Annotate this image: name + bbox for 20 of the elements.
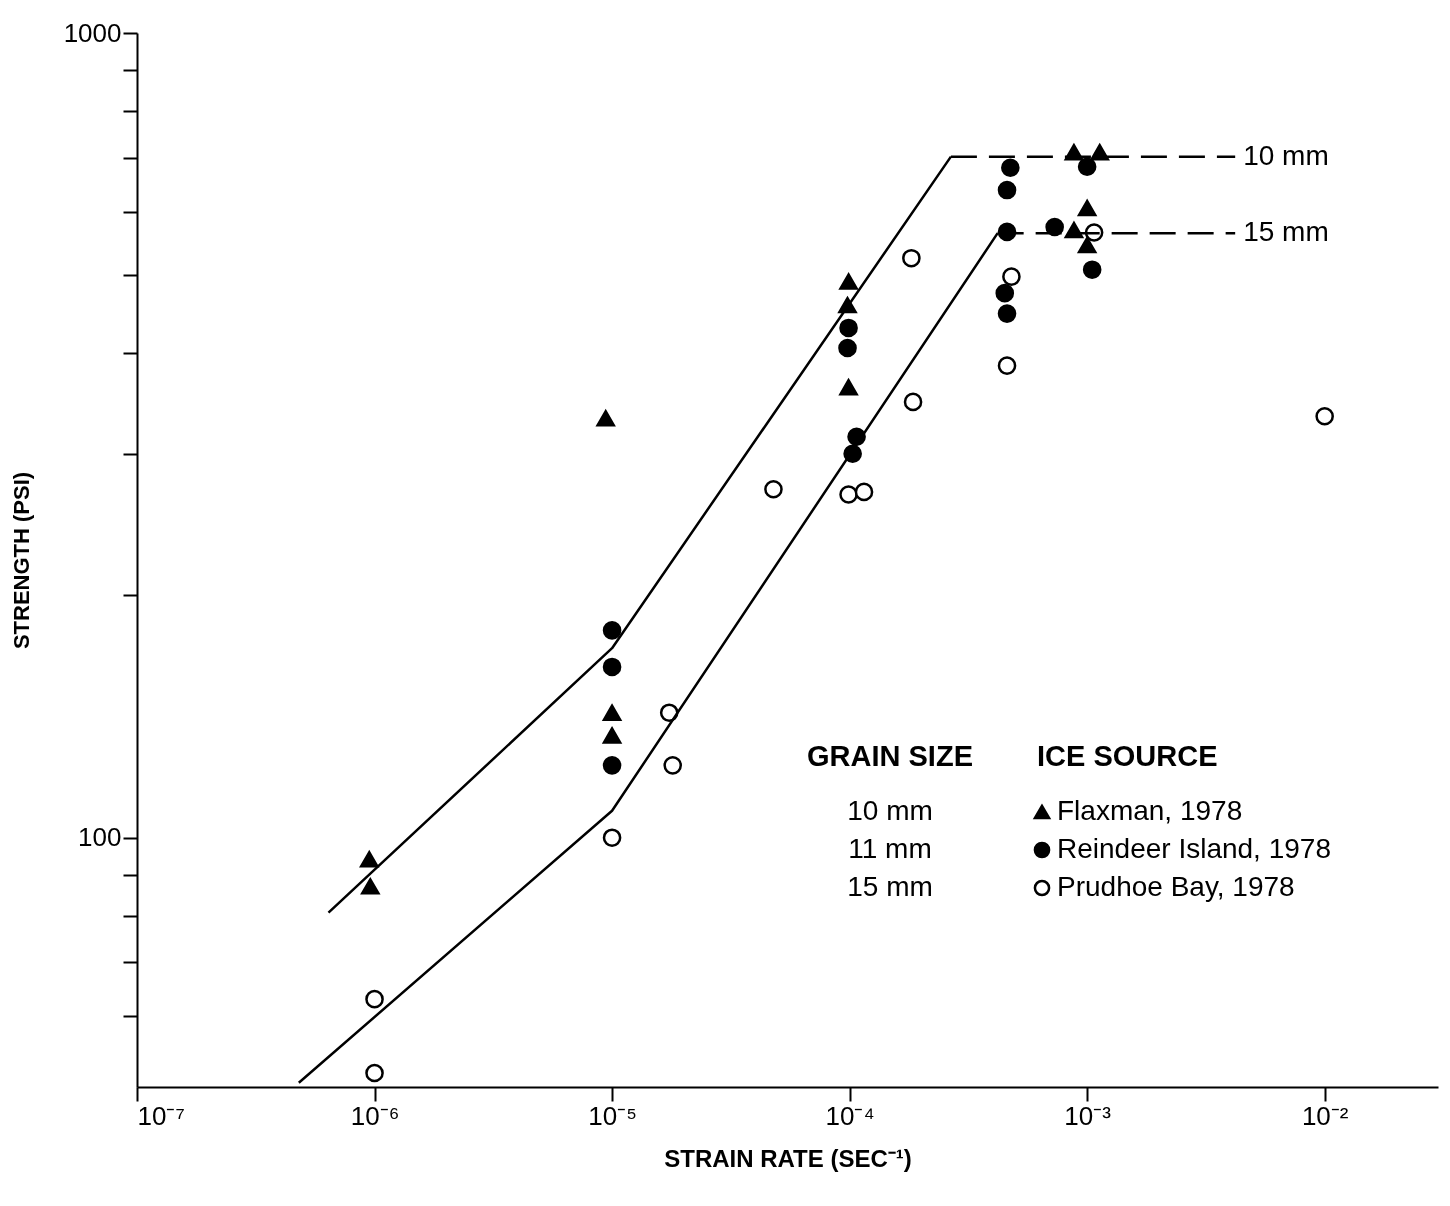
annotation: 10 mm [847, 795, 933, 826]
x-tick-label: 10⁻⁷ [137, 1100, 185, 1131]
series-label: 15 mm [1243, 216, 1329, 248]
annotation: GRAIN SIZE [807, 740, 973, 772]
annotation: 15 mm [847, 871, 933, 902]
legend-label: Reindeer Island, 1978 [1057, 833, 1331, 864]
y-axis-title: STRENGTH (PSI) [8, 471, 34, 650]
annotation: 11 mm [848, 833, 932, 864]
y-tick-label: 1000 [63, 17, 122, 48]
y-tick-label: 100 [78, 822, 122, 853]
legend-label: Flaxman, 1978 [1057, 795, 1243, 826]
x-tick-label: 10⁻⁴ [825, 1100, 875, 1131]
series-label: 10 mm [1243, 139, 1329, 171]
legend-title: ICE SOURCE [1037, 740, 1218, 772]
legend-label: Prudhoe Bay, 1978 [1057, 871, 1295, 902]
x-tick-label: 10⁻⁵ [588, 1100, 637, 1131]
x-axis-title: STRAIN RATE (SEC⁻¹) [664, 1144, 912, 1172]
x-tick-label: 10⁻³ [1064, 1100, 1112, 1131]
x-tick-label: 10⁻⁶ [350, 1100, 400, 1131]
x-tick-label: 10⁻² [1301, 1100, 1349, 1131]
